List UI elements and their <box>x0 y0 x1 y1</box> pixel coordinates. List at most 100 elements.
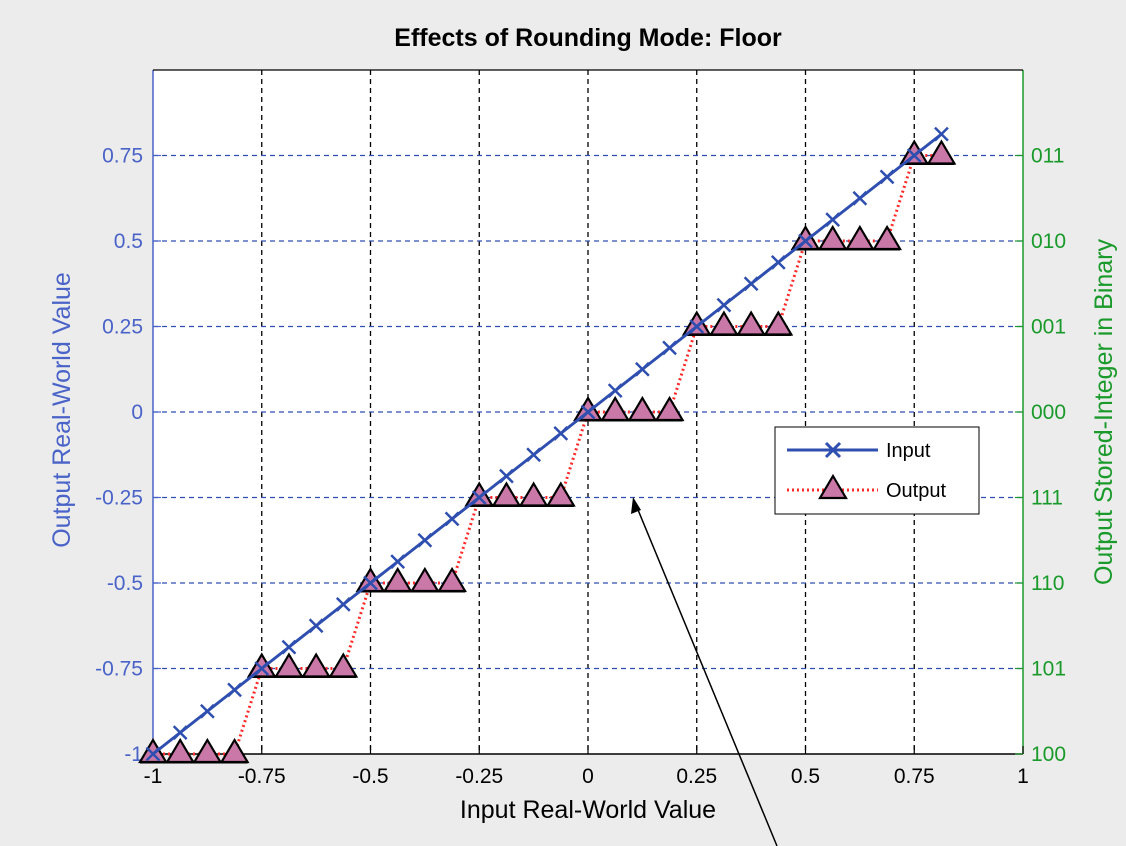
output-point <box>219 737 250 764</box>
output-series <box>138 139 957 764</box>
output-point <box>899 139 930 165</box>
output-point <box>355 566 386 593</box>
output-point <box>627 395 658 422</box>
y-tick-label: 0.25 <box>102 316 143 339</box>
y-tick-label: 0 <box>131 401 143 424</box>
y-tick-label: -0.75 <box>95 658 143 681</box>
output-point <box>709 310 739 336</box>
y-tick-label: -0.5 <box>107 572 143 595</box>
output-point <box>328 652 359 678</box>
x-tick-label: 0.75 <box>894 765 935 788</box>
input-point <box>798 233 813 249</box>
output-point <box>192 737 223 764</box>
x-tick-label: 1 <box>1017 765 1029 788</box>
x-axis-label: Input Real-World Value <box>460 796 716 824</box>
x-tick-label: -1 <box>144 765 163 788</box>
input-point <box>879 169 895 185</box>
input-point <box>934 126 949 142</box>
legend: Input Output <box>774 426 980 515</box>
y2-tick-label: 001 <box>1031 316 1066 339</box>
output-point <box>165 737 196 764</box>
y2-tick-label: 000 <box>1031 401 1066 424</box>
y-tick-label: 0.75 <box>102 145 143 168</box>
y2-tick-label: 010 <box>1031 230 1066 253</box>
input-point <box>145 746 161 762</box>
input-point <box>607 383 623 399</box>
output-point <box>274 652 304 678</box>
input-point <box>553 425 569 441</box>
output-point <box>573 395 603 422</box>
y2-axis-label: Output Stored-Integer in Binary <box>1090 238 1118 585</box>
output-point <box>437 566 467 593</box>
output-point <box>301 652 332 678</box>
y2-tick-label: 110 <box>1031 572 1064 595</box>
y-axis-label: Output Real-World Value <box>48 272 76 548</box>
y2-ticks: 100 101 110 111 000 001 010 011 <box>1015 145 1066 766</box>
input-point <box>363 575 378 591</box>
output-point <box>817 224 848 251</box>
output-point <box>545 481 576 507</box>
input-point <box>716 297 732 313</box>
input-point <box>499 468 514 484</box>
y-tick-label: 0.5 <box>114 230 143 253</box>
input-point <box>172 725 188 741</box>
input-point <box>526 447 542 463</box>
x-tick-label: 0 <box>582 765 594 788</box>
input-point <box>254 661 270 676</box>
input-point <box>743 276 759 292</box>
input-point <box>770 254 786 270</box>
output-point <box>518 481 549 507</box>
x-tick-label: -0.5 <box>352 765 388 788</box>
input-point <box>471 490 487 505</box>
input-point <box>335 596 351 612</box>
y-tick-label: -0.25 <box>95 487 143 510</box>
output-point <box>246 652 277 678</box>
legend-box <box>774 426 980 515</box>
annotation-arrow-line <box>635 504 778 846</box>
input-point <box>308 618 324 634</box>
input-point <box>689 319 705 334</box>
output-point <box>736 310 767 336</box>
output-line <box>153 154 942 756</box>
output-point <box>464 481 495 507</box>
y2-tick-label: 011 <box>1031 145 1064 168</box>
x-tick-label: -0.25 <box>455 765 503 788</box>
input-point <box>390 554 406 570</box>
legend-input-marker <box>824 441 842 459</box>
y2-tick-label: 111 <box>1031 487 1063 510</box>
input-point <box>634 361 650 377</box>
legend-input-label: Input <box>886 440 931 462</box>
output-point <box>654 395 685 422</box>
output-point <box>138 737 168 764</box>
input-point <box>227 682 242 698</box>
legend-output-marker <box>818 473 848 500</box>
y-ticks: -1 -0.75 -0.5 -0.25 0 0.25 0.5 0.75 <box>95 145 161 766</box>
input-point <box>852 190 868 206</box>
chart-title: Effects of Rounding Mode: Floor <box>394 24 782 52</box>
y-tick-label: -1 <box>124 743 143 766</box>
output-point <box>382 566 413 593</box>
x-ticks: -1 -0.75 -0.5 -0.25 0 0.25 0.5 0.75 1 <box>144 746 1029 788</box>
x-tick-label: -0.75 <box>238 765 286 788</box>
input-point <box>580 404 596 420</box>
input-point <box>281 639 297 655</box>
input-point <box>199 703 215 719</box>
input-point <box>906 148 922 163</box>
input-point <box>662 340 677 356</box>
input-point <box>444 511 460 527</box>
annotation-arrow-head <box>631 497 641 514</box>
output-point <box>926 139 957 165</box>
output-point <box>790 224 821 251</box>
input-point <box>825 212 841 228</box>
x-tick-label: 0.25 <box>676 765 717 788</box>
legend-output-label: Output <box>886 480 946 502</box>
x-tick-label: 0.5 <box>791 765 820 788</box>
output-point <box>872 224 902 251</box>
annotation-arrow <box>631 497 778 846</box>
output-point <box>681 310 712 336</box>
output-point <box>409 566 440 593</box>
y2-tick-label: 100 <box>1031 743 1066 766</box>
y2-tick-label: 101 <box>1031 658 1066 681</box>
output-point <box>844 224 875 251</box>
